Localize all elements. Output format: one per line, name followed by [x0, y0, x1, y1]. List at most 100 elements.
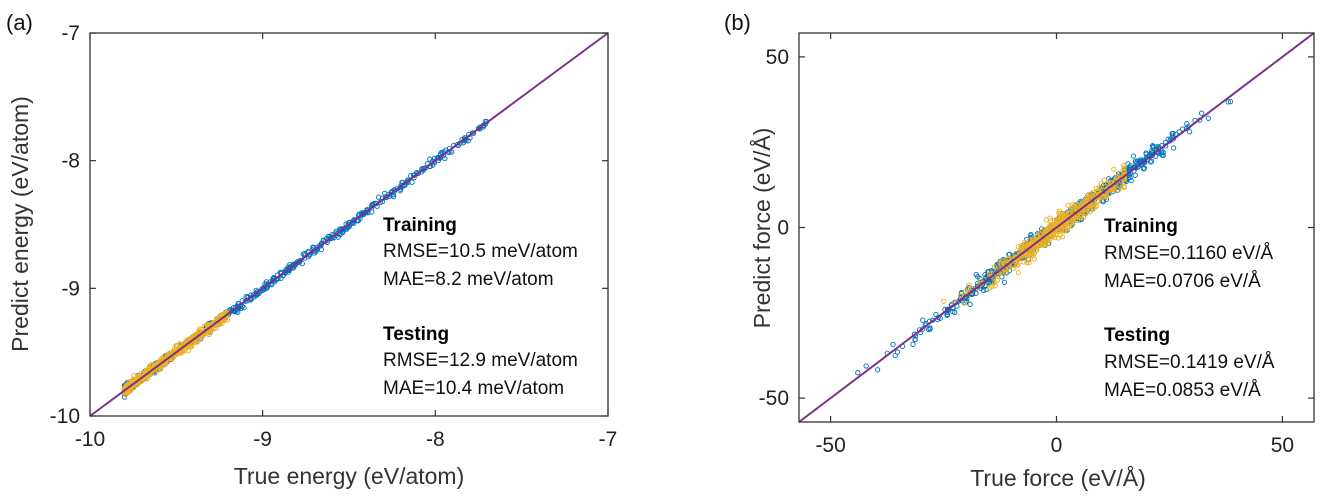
a-testing-point	[129, 378, 135, 384]
b-training-point	[1198, 110, 1205, 116]
b-testing-point	[989, 283, 995, 289]
a-training-point	[229, 307, 236, 313]
b-testing-point	[966, 282, 972, 288]
b-xtick-label: 0	[1051, 434, 1063, 457]
b-testing-point	[1094, 198, 1100, 204]
b-testing-point	[992, 283, 998, 289]
b-training-point	[1170, 136, 1176, 142]
a-testing-point	[149, 362, 155, 368]
b-testing-point	[1091, 202, 1097, 208]
b-training-point	[933, 311, 939, 318]
b-testing-point	[1121, 184, 1127, 190]
b-testing-point	[1101, 177, 1107, 183]
b-testing-point	[1026, 252, 1032, 258]
a-training-point	[325, 237, 331, 243]
a-testing-point	[206, 331, 212, 338]
b-testing-point	[1014, 262, 1020, 268]
b-training-point	[855, 370, 861, 376]
panel-b-training-mae: MAE=0.0706 eV/Å	[1104, 271, 1261, 292]
b-training-point	[1165, 136, 1171, 142]
a-xtick-label: -8	[426, 428, 445, 451]
panel-a-ylabel: Predict energy (eV/atom)	[7, 96, 33, 352]
a-training-point	[287, 261, 293, 268]
a-training-point	[335, 230, 341, 236]
b-training-point	[925, 326, 932, 333]
b-testing-point	[1063, 212, 1069, 218]
b-training-point	[1186, 129, 1193, 135]
panel-a-xlabel: True energy (eV/atom)	[234, 463, 465, 489]
b-testing-point	[1120, 162, 1127, 168]
b-ytick-label: 0	[777, 217, 789, 240]
a-xtick-label: -9	[253, 428, 272, 451]
a-training-point	[475, 125, 482, 132]
b-testing-point	[940, 298, 947, 304]
panel-a-testing-rmse: RMSE=12.9 meV/atom	[383, 350, 578, 371]
panel-b-xlabel: True force (eV/Å)	[970, 464, 1146, 491]
a-ytick-label: -8	[61, 150, 80, 173]
b-ytick-label: 50	[766, 46, 789, 69]
b-testing-point	[1078, 209, 1084, 216]
a-training-point	[394, 185, 401, 192]
panel-b-reference-line	[798, 32, 1315, 423]
a-ytick-label: -9	[61, 277, 80, 300]
b-testing-point	[1091, 192, 1098, 199]
b-testing-point	[1015, 270, 1022, 276]
b-testing-point	[1103, 192, 1109, 198]
a-testing-point	[198, 331, 204, 337]
a-testing-point	[219, 320, 225, 327]
b-testing-point	[1057, 210, 1064, 217]
a-xtick-label: -7	[599, 428, 618, 451]
a-testing-point	[152, 364, 159, 371]
b-training-point	[1128, 177, 1134, 184]
b-testing-point	[957, 292, 964, 298]
b-training-point	[967, 301, 973, 307]
panel-b: (b) -50 0 50 -50 0 50 True force (eV/Å) Predi…	[724, 10, 1315, 491]
b-training-point	[1132, 158, 1139, 164]
a-testing-point	[155, 359, 161, 365]
b-training-point	[994, 270, 1000, 276]
panel-a-testing-mae: MAE=10.4 meV/atom	[383, 378, 564, 399]
a-training-point	[382, 190, 388, 197]
b-testing-point	[1084, 193, 1091, 199]
a-training-point	[362, 209, 369, 216]
b-testing-point	[1034, 234, 1041, 240]
b-training-point	[890, 341, 896, 348]
a-training-point	[335, 234, 341, 240]
a-training-point	[241, 305, 247, 311]
b-training-point	[944, 312, 950, 318]
b-training-point	[945, 306, 951, 312]
b-training-point	[1130, 153, 1137, 159]
panel-b-ylabel: Predict force (eV/Å)	[748, 128, 775, 329]
b-testing-point	[1050, 231, 1056, 237]
a-testing-point	[219, 311, 226, 318]
b-training-point	[1205, 115, 1211, 121]
panel-a: (a) -10 -9 -8 -7 -10 -9 -8 -7 True energy (eV/a…	[6, 10, 617, 489]
b-testing-point	[1048, 224, 1054, 230]
b-testing-point	[1069, 202, 1076, 208]
b-testing-point	[1043, 217, 1049, 223]
b-testing-point	[1090, 189, 1096, 196]
b-testing-point	[1115, 187, 1122, 193]
panel-a-ticks: -10 -9 -8 -7 -10 -9 -8 -7	[50, 22, 618, 451]
panel-a-training-rmse: RMSE=10.5 meV/atom	[383, 241, 578, 262]
a-training-point	[390, 193, 397, 200]
b-testing-point	[1010, 265, 1017, 271]
b-training-point	[1225, 99, 1231, 105]
b-testing-point	[1036, 243, 1042, 249]
a-testing-point	[148, 368, 154, 374]
b-training-point	[1149, 148, 1155, 154]
b-training-point	[1141, 165, 1147, 172]
b-testing-point	[992, 279, 998, 286]
b-testing-point	[1073, 201, 1079, 208]
b-testing-point	[1088, 202, 1094, 208]
b-training-point	[892, 352, 898, 359]
b-testing-point	[1111, 166, 1117, 172]
b-testing-point	[995, 273, 1001, 279]
panel-b-training-rmse: RMSE=0.1160 eV/Å	[1104, 243, 1273, 264]
panel-b-label: (b)	[724, 10, 751, 35]
b-testing-point	[1055, 235, 1062, 241]
panel-b-testing-rmse: RMSE=0.1419 eV/Å	[1104, 352, 1275, 373]
b-training-point	[863, 363, 869, 369]
panel-b-testing-mae: MAE=0.0853 eV/Å	[1104, 380, 1261, 401]
